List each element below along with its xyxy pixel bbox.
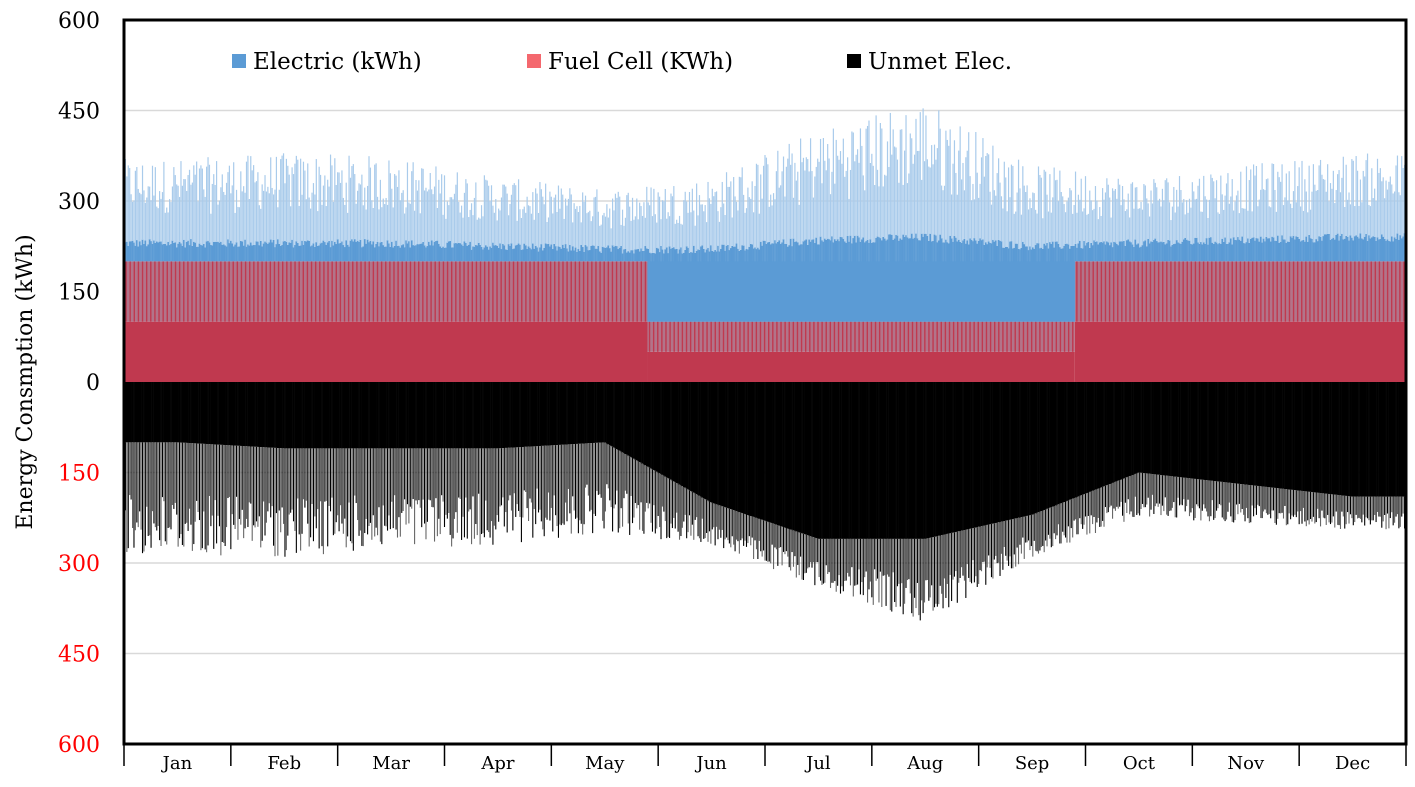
legend-label-fuel_cell: Fuel Cell (KWh) [548, 49, 733, 75]
legend: Electric (kWh) Fuel Cell (KWh) Unmet Elec. [232, 49, 1012, 75]
y-tick-label: 300 [58, 552, 100, 577]
electric-summer-fill [647, 261, 1075, 322]
legend-label-unmet: Unmet Elec. [868, 49, 1012, 75]
fuel-cell-base-area [1074, 321, 1406, 382]
y-tick-label: 450 [58, 100, 100, 125]
legend-swatch-electric [232, 54, 246, 68]
month-label: Oct [1123, 753, 1156, 774]
x-axis-months: Jan Feb Mar Apr May Jun Jul Aug Sep Oct Nov Dec [123, 744, 1407, 774]
y-tick-label: 600 [58, 733, 100, 758]
y-axis-label: Energy Consmption (kWh) [13, 234, 38, 529]
y-tick-label: 150 [58, 462, 100, 487]
y-tick-label: 450 [58, 643, 100, 668]
month-label: Dec [1335, 753, 1370, 774]
y-axis-ticks: 600 450 300 150 0 150 300 450 600 [58, 9, 100, 758]
month-label: Jul [804, 753, 831, 774]
y-tick-label: 300 [58, 190, 100, 215]
legend-swatch-unmet [847, 54, 861, 68]
month-label: Apr [480, 753, 515, 774]
month-label: Jun [694, 753, 727, 774]
unmet-series [123, 382, 1406, 621]
fuel-cell-base-area [124, 321, 648, 382]
month-label: Feb [267, 753, 301, 774]
month-label: Jan [161, 753, 193, 774]
fuel-cell-base-area [647, 351, 1075, 382]
month-label: May [585, 753, 625, 774]
legend-swatch-fuel_cell [527, 54, 541, 68]
y-tick-label: 600 [58, 9, 100, 34]
month-label: Sep [1015, 753, 1050, 774]
month-label: Aug [906, 753, 943, 774]
month-label: Mar [372, 753, 410, 774]
legend-label-electric: Electric (kWh) [253, 49, 422, 75]
month-label: Nov [1227, 753, 1265, 774]
electric-series [123, 108, 1406, 322]
y-tick-label: 150 [58, 281, 100, 306]
fuel-cell-series [124, 261, 1406, 382]
y-tick-label: 0 [86, 371, 100, 396]
